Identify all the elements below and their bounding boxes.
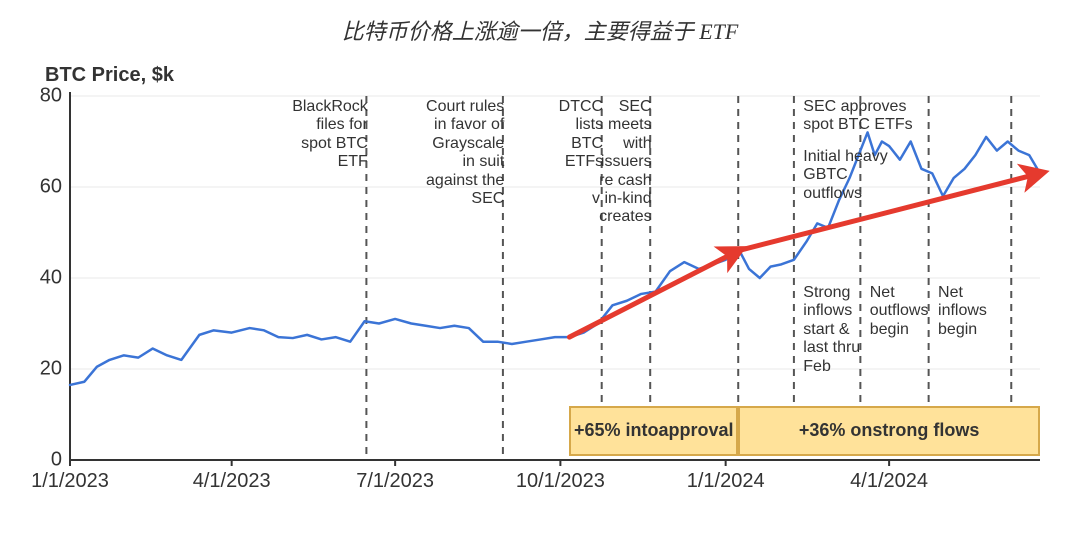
event-label: SECmeetswithissuersre cashv in-kindcreat…	[592, 98, 652, 227]
callout-box: +65% intoapproval	[569, 406, 738, 456]
x-tick-label: 4/1/2024	[850, 470, 928, 493]
y-axis-title: BTC Price, $k	[45, 64, 174, 87]
event-label: Initial heavyGBTCoutflows	[803, 148, 888, 203]
event-label: BlackRockfiles forspot BTCETF	[292, 98, 368, 172]
x-tick-label: 10/1/2023	[516, 470, 605, 493]
x-tick-label: 7/1/2023	[356, 470, 434, 493]
event-label: SEC approvesspot BTC ETFs	[803, 98, 912, 135]
y-tick-label: 40	[22, 267, 62, 290]
chart-overlay: 0 20 40 60 80 1/1/2023 4/1/2023 7/1/2023 10/1/20…	[10, 64, 1072, 504]
event-label: Court rulesin favor ofGrayscalein suitag…	[426, 98, 504, 208]
event-label: Netoutflowsbegin	[870, 284, 929, 339]
btc-price-chart: 0 20 40 60 80 1/1/2023 4/1/2023 7/1/2023 10/1/20…	[10, 64, 1070, 504]
y-tick-label: 0	[22, 449, 62, 472]
y-tick-label: 80	[22, 85, 62, 108]
y-tick-label: 60	[22, 176, 62, 199]
event-label: Netinflowsbegin	[938, 284, 987, 339]
page-title: 比特币价格上涨逾一倍，主要得益于 ETF	[0, 14, 1080, 46]
x-tick-label: 1/1/2023	[31, 470, 109, 493]
x-tick-label: 1/1/2024	[687, 470, 765, 493]
event-label: Stronginflowsstart &last thruFeb	[803, 284, 860, 376]
x-tick-label: 4/1/2023	[193, 470, 271, 493]
y-tick-label: 20	[22, 358, 62, 381]
callout-box: +36% onstrong flows	[738, 406, 1040, 456]
